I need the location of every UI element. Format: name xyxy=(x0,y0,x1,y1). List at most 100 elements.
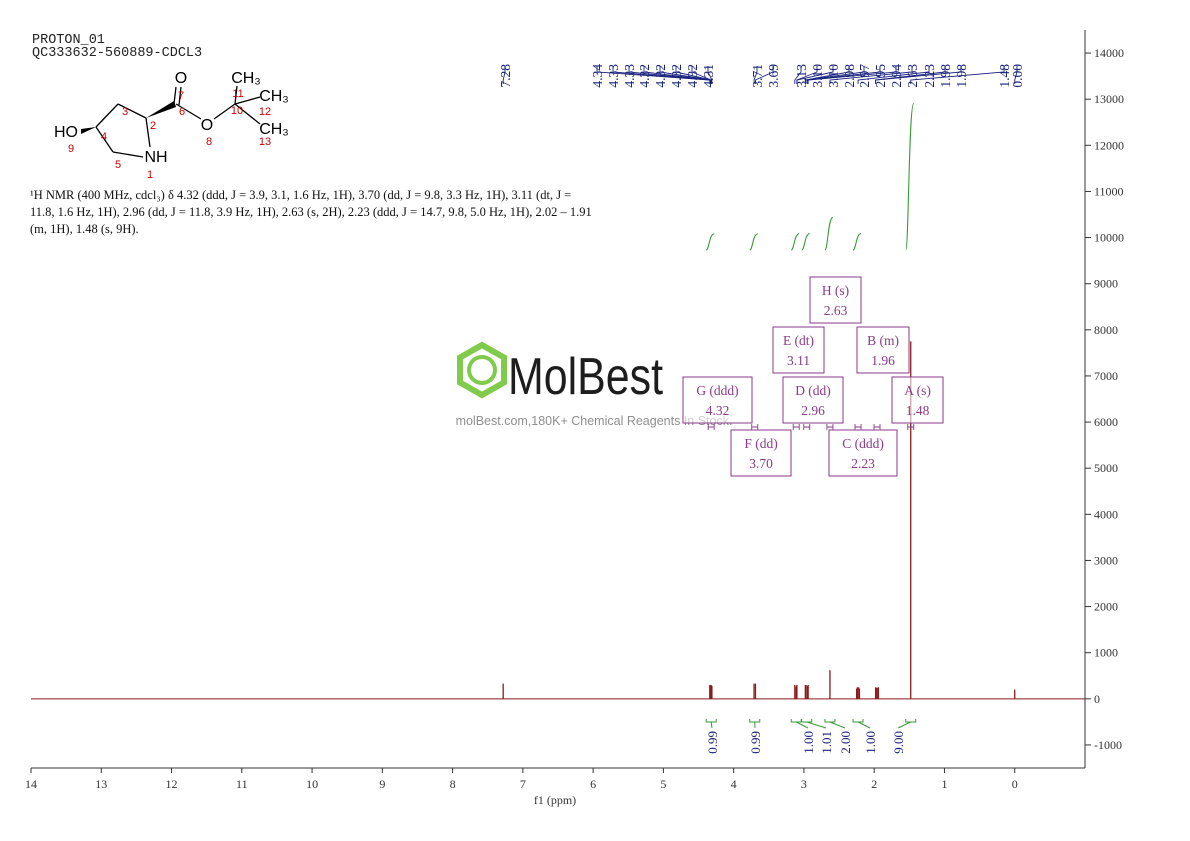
multiplet-shift: 2.96 xyxy=(801,403,825,418)
peak-label: 2.23 xyxy=(922,64,937,88)
y-tick-label: 13000 xyxy=(1094,92,1124,106)
peak-label: 3.71 xyxy=(750,64,765,88)
multiplet-shift: 1.48 xyxy=(906,403,930,418)
integral-label: 1.00 xyxy=(863,731,878,754)
multiplet-box xyxy=(809,276,862,324)
x-axis-label: f1 (ppm) xyxy=(534,793,576,807)
y-tick-label: 3000 xyxy=(1094,553,1118,567)
integral-connector xyxy=(897,721,911,729)
y-tick-label: 7000 xyxy=(1094,369,1118,383)
peak-label: 4.34 xyxy=(590,64,605,88)
y-tick-label: 11000 xyxy=(1094,184,1124,198)
atom-number: 2 xyxy=(150,120,156,132)
atom-number: 4 xyxy=(101,131,107,143)
peak-label: 1.98 xyxy=(938,64,953,88)
multiplet-box xyxy=(730,429,792,477)
multiplet-marker xyxy=(803,424,811,430)
x-tick-label: 11 xyxy=(236,777,248,791)
y-tick-label: 6000 xyxy=(1094,415,1118,429)
atom-number: 5 xyxy=(115,159,121,171)
bond xyxy=(95,126,114,153)
peak-connector xyxy=(794,66,802,84)
multiplet-name: B (m) xyxy=(867,333,899,348)
peak-connector xyxy=(628,66,711,84)
peak-label: 2.97 xyxy=(857,64,872,88)
chart-title: PROTON_01 xyxy=(32,33,105,48)
multiplet-shift: 1.96 xyxy=(871,353,895,368)
bond xyxy=(117,103,147,119)
integral-connector xyxy=(795,721,809,729)
atom-number: 7 xyxy=(178,90,184,102)
atom-number: 12 xyxy=(259,106,271,118)
x-tick-label: 2 xyxy=(871,777,877,791)
x-tick-label: 14 xyxy=(25,777,37,791)
peak-label: 4.32 xyxy=(637,64,652,88)
x-tick-label: 5 xyxy=(660,777,666,791)
integral-label: 9.00 xyxy=(891,731,906,754)
x-tick-label: 8 xyxy=(450,777,456,791)
peak-connector xyxy=(805,66,865,84)
peak-connector xyxy=(910,66,1005,84)
atom-number: 9 xyxy=(68,143,74,155)
x-tick-label: 0 xyxy=(1012,777,1018,791)
integral-curve xyxy=(801,232,810,251)
atom-number: 8 xyxy=(206,136,212,148)
bond xyxy=(173,86,177,105)
y-tick-label: 1000 xyxy=(1094,646,1118,660)
atom-label: CH₃ xyxy=(259,88,289,105)
x-tick-label: 6 xyxy=(590,777,596,791)
multiplet-box xyxy=(891,376,944,424)
x-tick-label: 1 xyxy=(941,777,947,791)
integral-connector xyxy=(710,721,713,729)
integral-label: 0.99 xyxy=(705,731,720,754)
peak-connector xyxy=(754,66,774,84)
peak-connector xyxy=(857,66,930,84)
peak-connector xyxy=(502,66,506,84)
integral-connector xyxy=(806,721,827,729)
multiplet-shift: 2.63 xyxy=(824,303,848,318)
bond xyxy=(145,117,151,148)
integral-label: 0.99 xyxy=(748,731,763,754)
atom-label: NH xyxy=(144,149,167,166)
y-tick-label: 4000 xyxy=(1094,507,1118,521)
peak-label: 3.69 xyxy=(766,64,781,88)
multiplet-name: E (dt) xyxy=(783,333,814,348)
peak-label: 4.32 xyxy=(685,64,700,88)
integral-bracket xyxy=(824,719,836,723)
integral-bracket xyxy=(801,719,813,723)
integral-curve xyxy=(905,102,915,251)
atom-label: CH₃ xyxy=(259,121,289,138)
x-tick-label: 12 xyxy=(166,777,178,791)
peak-connector xyxy=(707,66,713,84)
integral-bracket xyxy=(790,719,802,723)
integral-bracket xyxy=(852,719,864,723)
bond xyxy=(234,103,261,125)
multiplet-box xyxy=(856,326,910,374)
y-tick-label: 0 xyxy=(1094,692,1100,706)
atom-label: HO xyxy=(54,124,78,141)
multiplet-shift: 3.70 xyxy=(749,456,773,471)
multiplet-name: G (ddd) xyxy=(696,383,738,398)
x-tick-label: 13 xyxy=(95,777,107,791)
integral-connector xyxy=(857,721,871,729)
atom-number: 13 xyxy=(259,136,271,148)
atom-label: CH₃ xyxy=(231,70,261,87)
peak-connector xyxy=(796,66,834,84)
y-tick-label: 5000 xyxy=(1094,461,1118,475)
y-tick-label: 9000 xyxy=(1094,277,1118,291)
bond xyxy=(178,86,182,106)
x-tick-label: 3 xyxy=(801,777,807,791)
multiplet-name: D (dd) xyxy=(795,383,831,398)
peak-connector xyxy=(806,66,881,84)
peak-label: 4.33 xyxy=(606,64,621,88)
y-tick-label: 14000 xyxy=(1094,46,1124,60)
bond xyxy=(213,103,236,120)
integral-curve xyxy=(824,216,834,251)
peak-connector xyxy=(596,66,711,84)
nmr-description: ¹H NMR (400 MHz, cdcl₃) δ 4.32 (ddd, J =… xyxy=(30,188,592,236)
peak-label: 7.28 xyxy=(498,64,513,88)
wedge-bond xyxy=(146,101,176,118)
